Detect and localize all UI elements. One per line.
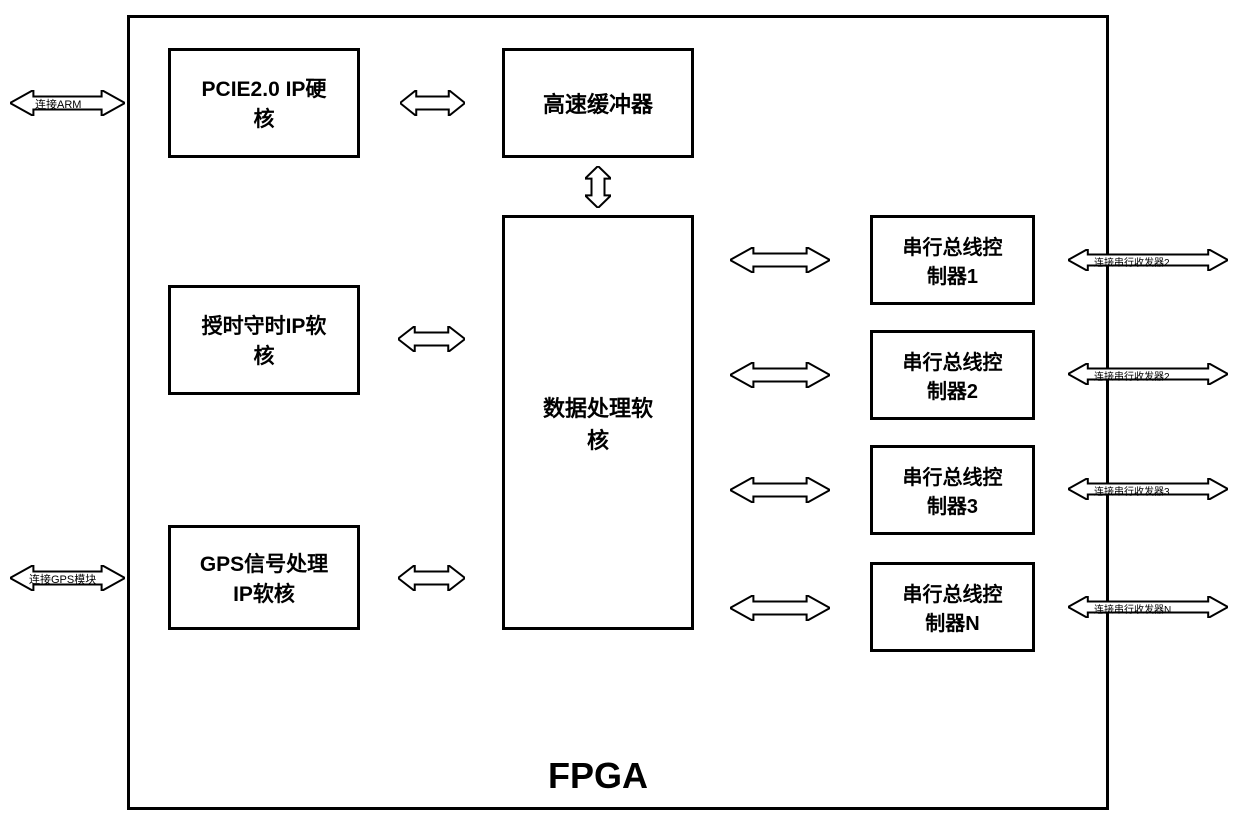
ext-label-arm: 连接ARM [35,96,81,112]
block-serial1-label: 串行总线控制器1 [903,231,1003,289]
ext-label-s3: 连接串行收发器3 [1094,483,1170,498]
arrow-dp-sN [730,595,830,621]
block-timing: 授时守时IP软核 [168,285,360,395]
block-timing-label: 授时守时IP软核 [202,310,327,370]
block-dataproc-label: 数据处理软核 [543,391,653,455]
ext-label-gps: 连接GPS模块 [29,571,96,587]
arrow-cache-dp [585,166,611,208]
block-cache-label: 高速缓冲器 [543,87,653,119]
block-serialN-label: 串行总线控制器N [903,578,1003,636]
ext-label-sN: 连接串行收发器N [1094,601,1171,616]
arrow-dp-s1 [730,247,830,273]
block-serial3: 串行总线控制器3 [870,445,1035,535]
block-serial1: 串行总线控制器1 [870,215,1035,305]
block-cache: 高速缓冲器 [502,48,694,158]
fpga-label: FPGA [548,755,648,797]
ext-label-s2: 连接串行收发器2 [1094,368,1170,383]
arrow-dp-s2 [730,362,830,388]
arrow-dp-s3 [730,477,830,503]
arrow-pcie-cache [400,90,465,116]
block-gps: GPS信号处理IP软核 [168,525,360,630]
block-pcie-label: PCIE2.0 IP硬核 [202,73,327,133]
block-serialN: 串行总线控制器N [870,562,1035,652]
ext-label-s1: 连接串行收发器2 [1094,254,1170,269]
block-serial2: 串行总线控制器2 [870,330,1035,420]
block-gps-label: GPS信号处理IP软核 [200,548,328,608]
block-pcie: PCIE2.0 IP硬核 [168,48,360,158]
arrow-gps-dp [398,565,465,591]
block-serial3-label: 串行总线控制器3 [903,461,1003,519]
block-dataproc: 数据处理软核 [502,215,694,630]
block-serial2-label: 串行总线控制器2 [903,346,1003,404]
arrow-timing-dp [398,326,465,352]
